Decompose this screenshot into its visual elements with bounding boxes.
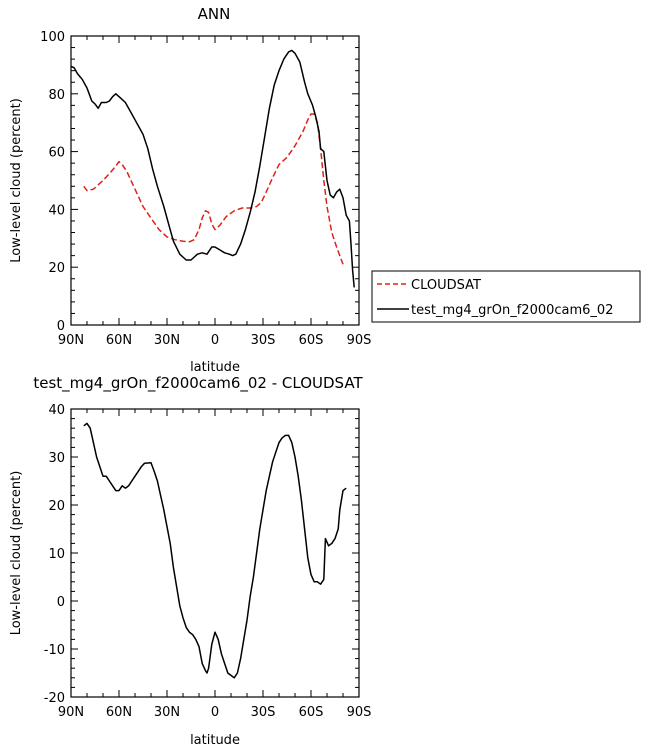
bottom-x-tick-label: 60S <box>299 705 324 720</box>
legend-label-cloudsat: CLOUDSAT <box>411 278 481 293</box>
top-legend: CLOUDSAT test_mg4_grOn_f2000cam6_02 <box>371 270 641 323</box>
bottom-x-tick-label: 30N <box>154 705 180 720</box>
top-x-tick-label: 30N <box>154 333 180 348</box>
bottom-x-tick-label: 0 <box>211 705 219 720</box>
top-panel: ANN CLOUDSAT test_mg4_grOn_f2000cam6_02 … <box>9 5 641 375</box>
bottom-y-tick-label: 0 <box>57 595 65 610</box>
top-x-axis-label: latitude <box>190 360 240 375</box>
top-y-tick-label: 0 <box>57 319 65 334</box>
bottom-chart-title: test_mg4_grOn_f2000cam6_02 - CLOUDSAT <box>33 374 363 393</box>
legend-label-model: test_mg4_grOn_f2000cam6_02 <box>411 303 613 318</box>
bottom-y-tick-label: 40 <box>48 403 65 418</box>
top-x-tick-label: 90S <box>347 333 372 348</box>
top-y-tick-label: 80 <box>48 88 65 103</box>
bottom-y-tick-label: -10 <box>44 643 65 658</box>
top-x-tick-label: 60N <box>106 333 132 348</box>
top-y-tick-label: 20 <box>48 261 65 276</box>
top-y-tick-label: 60 <box>48 146 65 161</box>
bottom-panel: test_mg4_grOn_f2000cam6_02 - CLOUDSAT 90… <box>9 374 371 748</box>
top-x-tick-label: 0 <box>211 333 219 348</box>
bottom-x-tick-label: 90S <box>347 705 372 720</box>
bottom-plot-frame <box>70 408 360 698</box>
top-legend-box <box>371 270 641 323</box>
bottom-series-line-difference <box>83 422 347 679</box>
top-x-tick-label: 60S <box>299 333 324 348</box>
bottom-x-tick-label: 60N <box>106 705 132 720</box>
top-series-line-cloudsat <box>83 113 344 265</box>
bottom-y-tick-label: 30 <box>48 451 65 466</box>
top-plot-frame <box>70 35 360 326</box>
bottom-x-axis-label: latitude <box>190 733 240 748</box>
top-y-axis-label: Low-level cloud (percent) <box>9 98 24 263</box>
bottom-y-tick-label: 10 <box>48 547 65 562</box>
bottom-y-tick-label: -20 <box>44 691 65 706</box>
bottom-y-axis-label: Low-level cloud (percent) <box>9 471 24 636</box>
top-series-line-test-mg4-gron-f2000cam6-02 <box>70 49 355 288</box>
bottom-x-tick-label: 30S <box>251 705 276 720</box>
top-y-tick-label: 40 <box>48 203 65 218</box>
top-x-tick-label: 90N <box>58 333 84 348</box>
top-chart-title: ANN <box>198 5 231 23</box>
top-x-tick-label: 30S <box>251 333 276 348</box>
bottom-y-tick-label: 20 <box>48 499 65 514</box>
bottom-x-tick-label: 90N <box>58 705 84 720</box>
top-y-tick-label: 100 <box>40 30 65 45</box>
